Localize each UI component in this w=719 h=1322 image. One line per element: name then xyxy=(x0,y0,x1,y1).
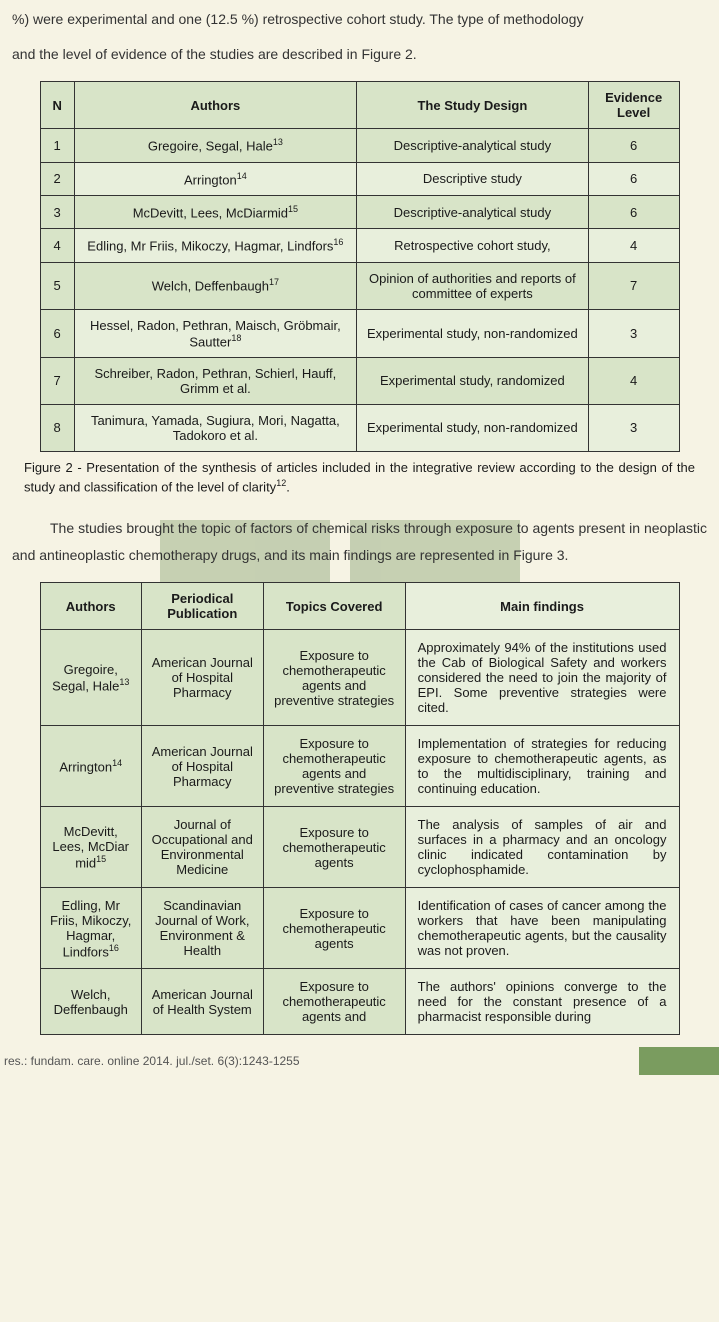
table-row: 6Hessel, Radon, Pethran, Maisch, Gröbmai… xyxy=(40,309,679,357)
cell-evidence: 6 xyxy=(588,129,679,162)
cell-n: 6 xyxy=(40,309,74,357)
table-row: 2Arrington14Descriptive study6 xyxy=(40,162,679,195)
table-row: Arrington14American Journal of Hospital … xyxy=(40,726,679,807)
cell-evidence: 3 xyxy=(588,404,679,451)
cell-evidence: 3 xyxy=(588,309,679,357)
cell-topics: Exposure to chemotherapeutic agents and … xyxy=(263,630,405,726)
cell-design: Descriptive study xyxy=(356,162,588,195)
intro-line1: %) were experimental and one (12.5 %) re… xyxy=(12,0,707,33)
cell-findings: The analysis of samples of air and surfa… xyxy=(405,807,679,888)
cell-journal: American Journal of Health System xyxy=(141,969,263,1035)
table-row: 4Edling, Mr Friis, Mikoczy, Hagmar, Lind… xyxy=(40,229,679,262)
cell-topics: Exposure to chemotherapeutic agents xyxy=(263,888,405,969)
page-footer: res.: fundam. care. online 2014. jul./se… xyxy=(0,1041,719,1081)
findings-table: Authors Periodical Publication Topics Co… xyxy=(40,582,680,1035)
cell-authors: Welch, Deffenbaugh17 xyxy=(74,262,356,309)
intro-line2: and the level of evidence of the studies… xyxy=(12,41,707,68)
col-evidence: Evidence Level xyxy=(588,82,679,129)
footer-accent-block xyxy=(639,1047,719,1075)
cell-topics: Exposure to chemotherapeutic agents and xyxy=(263,969,405,1035)
table-row: 3McDevitt, Lees, McDiarmid15Descriptive-… xyxy=(40,195,679,228)
cell-authors: Gregoire, Segal, Hale13 xyxy=(40,630,141,726)
table-row: Welch, DeffenbaughAmerican Journal of He… xyxy=(40,969,679,1035)
col2-journal: Periodical Publication xyxy=(141,583,263,630)
cell-findings: Approximately 94% of the institutions us… xyxy=(405,630,679,726)
cell-design: Descriptive-analytical study xyxy=(356,195,588,228)
cell-authors: Tanimura, Yamada, Sugiura, Mori, Nagatta… xyxy=(74,404,356,451)
cell-findings: Implementation of strategies for reducin… xyxy=(405,726,679,807)
cell-design: Experimental study, non-randomized xyxy=(356,404,588,451)
table-row: 5Welch, Deffenbaugh17Opinion of authorit… xyxy=(40,262,679,309)
col2-authors: Authors xyxy=(40,583,141,630)
cell-authors: Welch, Deffenbaugh xyxy=(40,969,141,1035)
cell-evidence: 6 xyxy=(588,195,679,228)
cell-authors: McDevitt, Lees, McDiar mid15 xyxy=(40,807,141,888)
cell-design: Experimental study, non-randomized xyxy=(356,309,588,357)
table-row: Edling, Mr Friis, Mikoczy, Hagmar, Lindf… xyxy=(40,888,679,969)
cell-evidence: 7 xyxy=(588,262,679,309)
cell-authors: Gregoire, Segal, Hale13 xyxy=(74,129,356,162)
cell-design: Opinion of authorities and reports of co… xyxy=(356,262,588,309)
cell-authors: Schreiber, Radon, Pethran, Schierl, Hauf… xyxy=(74,357,356,404)
cell-n: 2 xyxy=(40,162,74,195)
cell-design: Descriptive-analytical study xyxy=(356,129,588,162)
cell-n: 3 xyxy=(40,195,74,228)
cell-authors: Arrington14 xyxy=(40,726,141,807)
cell-n: 7 xyxy=(40,357,74,404)
table-row: 8Tanimura, Yamada, Sugiura, Mori, Nagatt… xyxy=(40,404,679,451)
col-authors: Authors xyxy=(74,82,356,129)
cell-n: 1 xyxy=(40,129,74,162)
studies-table: N Authors The Study Design Evidence Leve… xyxy=(40,81,680,452)
table-row: 1Gregoire, Segal, Hale13Descriptive-anal… xyxy=(40,129,679,162)
cell-journal: Journal of Occupational and Environmenta… xyxy=(141,807,263,888)
col2-findings: Main findings xyxy=(405,583,679,630)
figure2-caption: Figure 2 - Presentation of the synthesis… xyxy=(24,458,695,497)
cell-design: Experimental study, randomized xyxy=(356,357,588,404)
table-row: McDevitt, Lees, McDiar mid15Journal of O… xyxy=(40,807,679,888)
cell-topics: Exposure to chemotherapeutic agents and … xyxy=(263,726,405,807)
cell-evidence: 6 xyxy=(588,162,679,195)
cell-authors: Hessel, Radon, Pethran, Maisch, Gröbmair… xyxy=(74,309,356,357)
col2-topics: Topics Covered xyxy=(263,583,405,630)
cell-evidence: 4 xyxy=(588,357,679,404)
footer-citation: res.: fundam. care. online 2014. jul./se… xyxy=(4,1054,300,1068)
table-row: 7Schreiber, Radon, Pethran, Schierl, Hau… xyxy=(40,357,679,404)
cell-authors: McDevitt, Lees, McDiarmid15 xyxy=(74,195,356,228)
cell-topics: Exposure to chemotherapeutic agents xyxy=(263,807,405,888)
col-n: N xyxy=(40,82,74,129)
cell-n: 4 xyxy=(40,229,74,262)
cell-authors: Arrington14 xyxy=(74,162,356,195)
cell-journal: American Journal of Hospital Pharmacy xyxy=(141,726,263,807)
mid-paragraph: The studies brought the topic of factors… xyxy=(12,515,707,568)
table-row: Gregoire, Segal, Hale13American Journal … xyxy=(40,630,679,726)
cell-authors: Edling, Mr Friis, Mikoczy, Hagmar, Lindf… xyxy=(40,888,141,969)
page-content: %) were experimental and one (12.5 %) re… xyxy=(0,0,719,1035)
cell-authors: Edling, Mr Friis, Mikoczy, Hagmar, Lindf… xyxy=(74,229,356,262)
col-design: The Study Design xyxy=(356,82,588,129)
cell-n: 5 xyxy=(40,262,74,309)
cell-findings: The authors' opinions converge to the ne… xyxy=(405,969,679,1035)
cell-design: Retrospective cohort study, xyxy=(356,229,588,262)
cell-evidence: 4 xyxy=(588,229,679,262)
cell-findings: Identification of cases of cancer among … xyxy=(405,888,679,969)
cell-n: 8 xyxy=(40,404,74,451)
cell-journal: Scandinavian Journal of Work, Environmen… xyxy=(141,888,263,969)
cell-journal: American Journal of Hospital Pharmacy xyxy=(141,630,263,726)
